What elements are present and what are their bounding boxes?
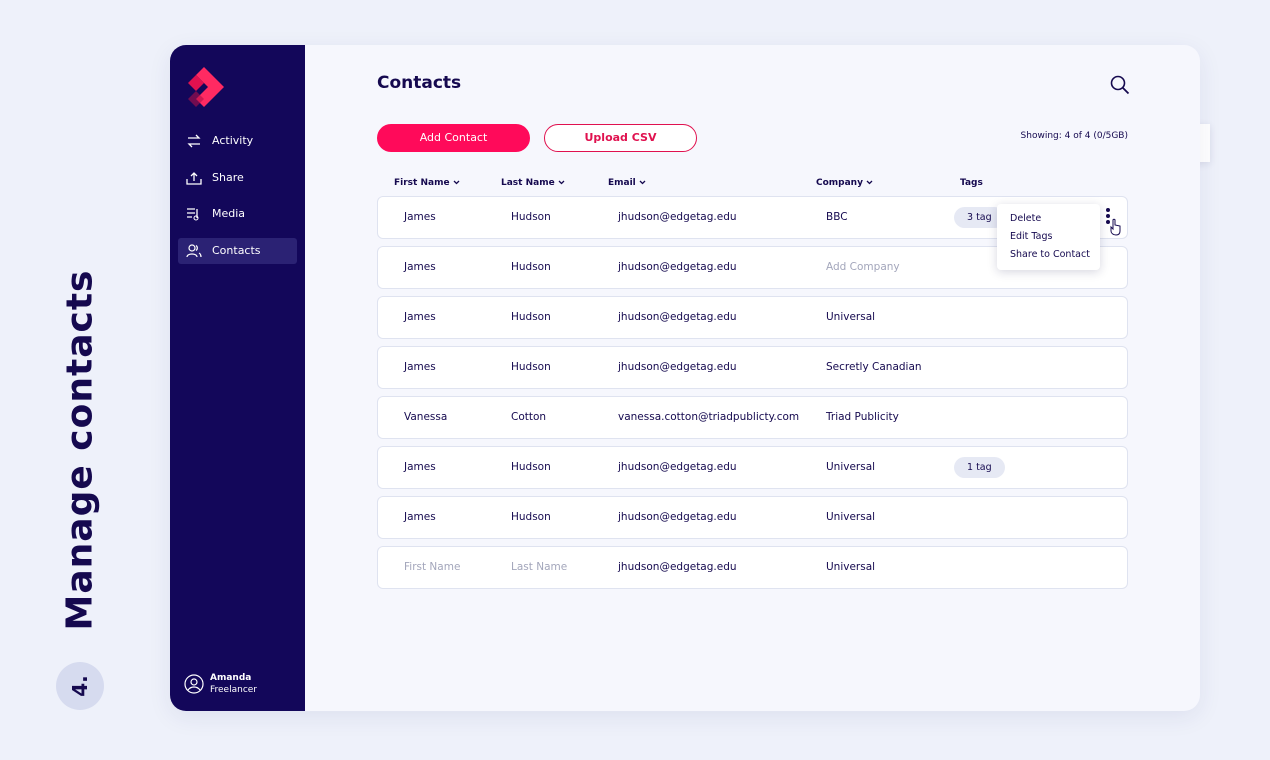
app-window: Activity Share Media Contacts Amanda Fre… <box>170 45 1200 711</box>
table-cell: James <box>404 311 436 323</box>
table-cell: jhudson@edgetag.edu <box>618 311 737 323</box>
user-name: Amanda <box>210 673 252 683</box>
column-header[interactable]: First Name <box>394 178 460 188</box>
context-menu: Delete Edit Tags Share to Contact <box>997 204 1100 270</box>
table-cell: Hudson <box>511 361 551 373</box>
table-cell: Universal <box>826 311 876 323</box>
row-options[interactable] <box>1104 207 1124 237</box>
sort-caret <box>639 180 646 185</box>
table-cell: Cotton <box>511 411 547 423</box>
nav-label: Media <box>212 207 246 220</box>
table-cell: James <box>404 461 436 473</box>
table-cell: Triad Publicity <box>826 411 899 423</box>
table-cell: Last Name <box>511 561 568 573</box>
table-cell: Secretly Canadian <box>826 361 922 373</box>
user-role: Freelancer <box>210 685 258 695</box>
table-cell: jhudson@edgetag.edu <box>618 261 737 273</box>
table-cell: vanessa.cotton@triadpublicty.com <box>618 411 800 423</box>
column-header[interactable]: Company <box>816 178 873 188</box>
table-cell: Hudson <box>511 261 551 273</box>
table-row[interactable]: Vanessa Cotton vanessa.cotton@triadpublict… <box>377 396 1128 439</box>
table-row[interactable]: James Hudson jhudson@edgetag.edu Universal <box>377 296 1128 339</box>
table-cell: James <box>404 261 436 273</box>
sort-caret <box>453 180 460 185</box>
table-row[interactable]: James Hudson jhudson@edgetag.edu Secretly C… <box>377 346 1128 389</box>
table-cell: Universal <box>826 511 876 523</box>
menu-item[interactable]: Share to Contact <box>1010 249 1090 260</box>
logo[interactable] <box>184 67 224 107</box>
column-header[interactable]: Email <box>608 178 646 188</box>
table-row[interactable]: James Hudson jhudson@edgetag.edu Universal 1… <box>377 446 1128 489</box>
user-avatar[interactable] <box>184 674 204 694</box>
table-cell: BBC <box>826 211 848 223</box>
table-cell: Add Company <box>826 261 900 273</box>
table-cell: Hudson <box>511 211 551 223</box>
nav-item[interactable]: Contacts <box>178 238 297 264</box>
table-cell: Hudson <box>511 311 551 323</box>
nav-label: Activity <box>212 134 254 147</box>
nav-item[interactable]: Media <box>178 201 297 227</box>
tag-chip[interactable]: 3 tag <box>954 207 1005 228</box>
table-cell: Universal <box>826 561 876 573</box>
table-cell: First Name <box>404 561 461 573</box>
table-cell: Vanessa <box>404 411 448 423</box>
menu-item[interactable]: Delete <box>1010 213 1042 224</box>
add-contact-button[interactable]: Add Contact <box>377 124 530 152</box>
nav-label: Contacts <box>212 244 261 257</box>
page-title: Contacts <box>377 73 462 93</box>
table-cell: Universal <box>826 461 876 473</box>
column-header: Tags <box>960 178 983 188</box>
table-cell: jhudson@edgetag.edu <box>618 211 737 223</box>
nav-label: Share <box>212 171 244 184</box>
search-icon[interactable] <box>1110 75 1130 95</box>
table-cell: jhudson@edgetag.edu <box>618 561 737 573</box>
sort-caret <box>866 180 873 185</box>
step-number: 4. <box>68 675 92 697</box>
menu-item[interactable]: Edit Tags <box>1010 231 1053 242</box>
nav-item[interactable]: Activity <box>178 128 297 154</box>
table-cell: Hudson <box>511 461 551 473</box>
sidebar: Activity Share Media Contacts Amanda Fre… <box>170 45 305 711</box>
storage-status: Showing: 4 of 4 (0/5GB) <box>1020 131 1128 141</box>
table-cell: James <box>404 511 436 523</box>
step-badge: 4. <box>56 662 104 710</box>
column-header[interactable]: Last Name <box>501 178 565 188</box>
table-cell: James <box>404 211 436 223</box>
table-row[interactable]: James Hudson jhudson@edgetag.edu Universal <box>377 496 1128 539</box>
table-cell: jhudson@edgetag.edu <box>618 361 737 373</box>
nav-item[interactable]: Share <box>178 165 297 191</box>
table-cell: James <box>404 361 436 373</box>
tag-chip[interactable]: 1 tag <box>954 457 1005 478</box>
table-row[interactable]: First Name Last Name jhudson@edgetag.edu Un… <box>377 546 1128 589</box>
upload-csv-button[interactable]: Upload CSV <box>544 124 697 152</box>
table-cell: jhudson@edgetag.edu <box>618 511 737 523</box>
table-cell: jhudson@edgetag.edu <box>618 461 737 473</box>
side-label: Manage contacts <box>59 269 101 631</box>
table-cell: Hudson <box>511 511 551 523</box>
sort-caret <box>558 180 565 185</box>
